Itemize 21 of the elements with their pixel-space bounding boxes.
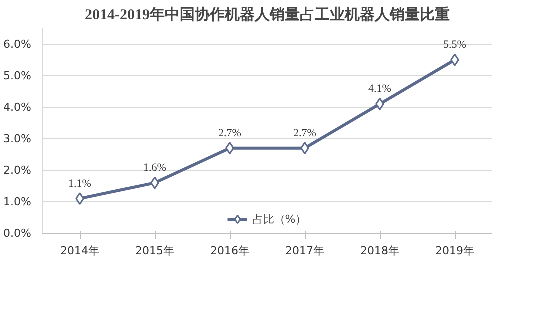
x-tick-label: 2014年: [60, 244, 100, 258]
x-tick-label: 2017年: [286, 244, 325, 258]
x-tick-label: 2018年: [360, 244, 400, 258]
data-label: 1.6%: [144, 162, 166, 174]
x-tick-label: 2015年: [136, 244, 175, 258]
data-label: 4.1%: [368, 83, 392, 96]
x-tick-label: 2019年: [436, 244, 475, 258]
y-tick-label: 3.0%: [4, 132, 32, 146]
legend-label: 占比（%）: [252, 212, 307, 226]
y-tick-label: 0.0%: [4, 227, 32, 240]
y-tick-label: 4.0%: [4, 100, 32, 114]
data-label: 1.1%: [68, 178, 92, 190]
data-label: 2.7%: [218, 127, 242, 140]
data-label: 2.7%: [294, 127, 316, 140]
y-tick-label: 1.0%: [4, 195, 32, 208]
x-tick-label: 2016年: [210, 244, 250, 258]
data-label: 5.5%: [444, 39, 466, 52]
y-tick-label: 6.0%: [4, 38, 32, 51]
y-tick-label: 5.0%: [4, 69, 32, 82]
y-tick-label: 2.0%: [4, 164, 32, 177]
chart-title: 2014-2019年中国协作机器人销量占工业机器人销量比重: [85, 6, 450, 24]
